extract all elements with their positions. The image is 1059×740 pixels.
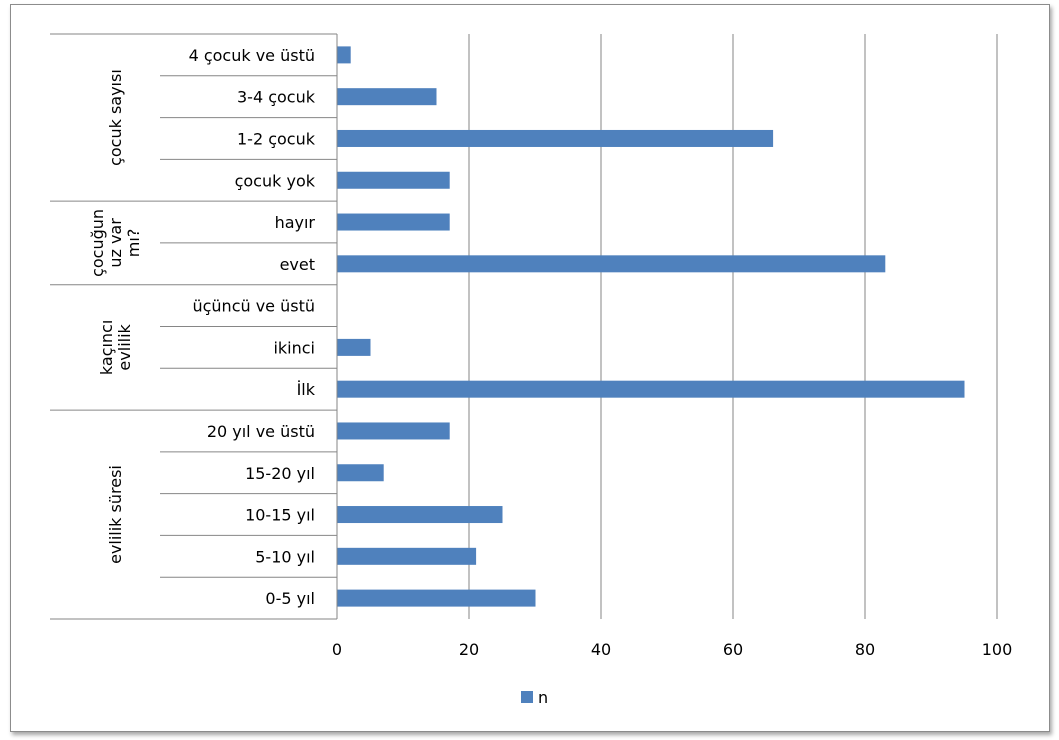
x-tick-label: 0 bbox=[332, 640, 342, 659]
category-label: 1-2 çocuk bbox=[237, 129, 316, 148]
category-label: ikinci bbox=[273, 338, 315, 357]
bar bbox=[337, 255, 886, 273]
legend-swatch bbox=[521, 691, 533, 703]
x-tick-label: 60 bbox=[723, 640, 743, 659]
bar bbox=[337, 589, 536, 607]
axis-lines bbox=[50, 33, 338, 620]
category-label: 10-15 yıl bbox=[245, 506, 315, 525]
bar bbox=[337, 213, 450, 231]
legend-label: n bbox=[538, 688, 548, 707]
group-label: kaçıncıevlilik bbox=[97, 320, 134, 375]
bar bbox=[337, 129, 774, 147]
x-tick-labels: 0 20 40 60 80 100 bbox=[332, 640, 1012, 659]
bar bbox=[337, 380, 965, 398]
category-label: 20 yıl ve üstü bbox=[207, 422, 315, 441]
category-label: 0-5 yıl bbox=[265, 589, 315, 608]
group-label: çocuğunuz varmı? bbox=[88, 209, 143, 277]
group-labels: evlilik süresi kaçıncıevlilik çocuğunuz va… bbox=[88, 69, 143, 564]
category-label: 3-4 çocuk bbox=[237, 88, 316, 107]
bar bbox=[337, 171, 450, 189]
bar bbox=[337, 464, 384, 482]
category-label: 4 çocuk ve üstü bbox=[189, 46, 315, 65]
category-label: çocuk yok bbox=[235, 171, 316, 190]
bars bbox=[337, 46, 965, 607]
bar bbox=[337, 547, 477, 565]
bar bbox=[337, 422, 450, 440]
category-label: üçüncü ve üstü bbox=[192, 297, 315, 316]
bar bbox=[337, 88, 437, 106]
x-tick-label: 100 bbox=[982, 640, 1013, 659]
bar bbox=[337, 338, 371, 356]
x-tick-label: 40 bbox=[591, 640, 611, 659]
x-tick-label: 20 bbox=[459, 640, 479, 659]
category-label: 5-10 yıl bbox=[255, 547, 315, 566]
category-label: İlk bbox=[297, 380, 316, 399]
group-label: çocuk sayısı bbox=[106, 69, 125, 166]
category-label: evet bbox=[280, 255, 315, 274]
gridlines bbox=[468, 34, 998, 619]
category-label: hayır bbox=[275, 213, 316, 232]
x-tick-label: 80 bbox=[855, 640, 875, 659]
group-label: evlilik süresi bbox=[106, 465, 125, 564]
category-labels: 0-5 yıl 5-10 yıl 10-15 yıl 15-20 yıl 20 yıl … bbox=[189, 46, 316, 608]
bar bbox=[337, 506, 503, 524]
category-label: 15-20 yıl bbox=[245, 464, 315, 483]
bar bbox=[337, 46, 351, 64]
legend: n bbox=[521, 688, 548, 707]
